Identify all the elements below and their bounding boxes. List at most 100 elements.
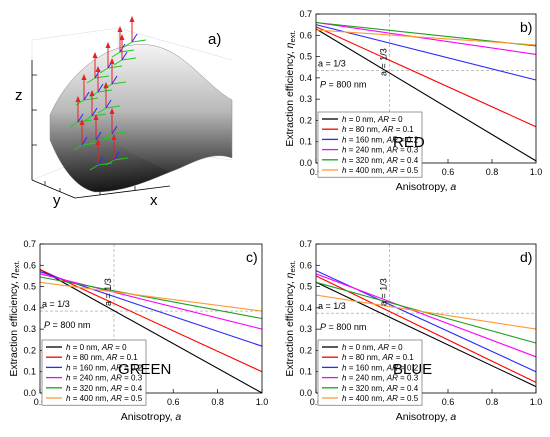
x-axis-title: Anisotropy, a [396,411,457,423]
panel-label-a: a) [208,31,221,48]
vector-arrow [103,108,127,140]
y-tick-label: 0.7 [299,239,312,249]
x-tick-label: 1.0 [530,167,543,177]
vector-x-component [105,105,121,109]
series-line-1 [315,26,537,128]
vector-field [69,16,147,171]
arrowhead-icon [89,90,95,96]
y-tick-label: 0.1 [299,367,312,377]
x-tick-label: 0.6 [442,167,455,177]
vector-x-component [99,67,109,74]
y-tick-label: 0.2 [23,345,36,355]
y-tick-label: 0.3 [23,324,36,334]
series-line-5 [39,281,263,312]
wavelength-label: P = 800 nm [44,320,90,330]
series-line-0 [39,269,263,394]
vector-x-component [94,75,110,79]
x-tick-label: 0.8 [486,397,499,407]
vector-x-component [73,144,83,151]
plot-frame [39,243,263,394]
vector-y-component [111,125,118,135]
vector-y-component [81,136,88,146]
wavelength-label: P = 800 nm [320,322,366,332]
vector-y-component [121,51,128,61]
y-tick-label: 0.4 [23,303,36,313]
panel-label: b) [520,19,532,35]
x-axis-title: Anisotropy, a [121,411,182,423]
panel-label: d) [520,249,532,265]
y-tick-label: 0.0 [299,158,312,168]
z-axis-label: z [15,87,23,104]
arrowhead-icon [105,42,111,48]
legend-entry-0: h = 0 nm, AR = 0 [342,115,403,124]
arrowhead-icon [117,26,123,32]
legend-entry-3: h = 240 nm, AR = 0.3 [66,374,143,383]
legend-entry-2: h = 160 nm, AR = 0.2 [342,135,419,144]
x-tick-label: 0.8 [486,167,499,177]
vector-y-component [77,113,84,123]
y-tick-label: 0.2 [299,345,312,355]
y-tick-label: 0.1 [23,367,36,377]
arrowhead-icon [95,139,101,145]
color-label: BLUE [393,361,432,378]
vector-y-component [105,99,112,109]
arrowhead-icon [81,74,87,80]
legend-entry-3: h = 240 nm, AR = 0.3 [342,374,419,383]
series-line-3 [315,21,537,55]
reference-label-horizontal: a = 1/3 [42,299,70,309]
series-line-0 [315,281,537,388]
x-axis-label: x [150,192,158,209]
vector-y-component [113,151,120,161]
vector-x-component [103,133,113,140]
y-tick-label: 0.2 [299,115,312,125]
arrowhead-icon [103,82,109,88]
x-tick-label: 1.0 [530,397,543,407]
vector-x-component [89,164,99,171]
vector-x-component [123,41,133,48]
reference-label-vertical: a = 1/3 [378,48,388,76]
x-tick-label: 0.0 [310,397,323,407]
series-line-1 [39,269,263,373]
vector-x-component [107,65,123,69]
arrowhead-icon [109,108,115,114]
series-line-5 [315,294,537,330]
vector-x-component [75,99,85,106]
x-tick-label: 1.0 [256,397,269,407]
y-tick-label: 0.4 [299,303,312,313]
plot-frame [315,243,537,394]
vector-x-component [91,113,107,117]
surface-axes [31,60,171,199]
arrowhead-icon [119,34,125,40]
panel-d: 0.00.20.40.60.81.00.10.20.30.40.50.60.70… [284,239,542,423]
vector-arrow [123,16,147,48]
vector-y-component [95,131,102,141]
y-axis-title: Extraction efficiency, ηext. [284,30,297,146]
arrowhead-icon [109,58,115,64]
x-axis-title: Anisotropy, a [396,181,457,193]
legend-entry-1: h = 80 nm, AR = 0.1 [66,353,138,362]
y-axis-title: Extraction efficiency, ηext. [8,260,21,376]
y-tick-label: 0.6 [23,260,36,270]
series-line-3 [315,273,537,358]
panel-c: 0.00.20.40.60.81.00.10.20.30.40.50.60.70… [8,239,268,423]
vector-x-component [113,157,129,161]
legend-entry-1: h = 80 nm, AR = 0.1 [342,125,414,134]
vector-arrow [103,58,127,90]
y-tick-label: 0.6 [299,30,312,40]
y-tick-label: 0.1 [299,137,312,147]
reference-label-horizontal: a = 1/3 [318,301,346,311]
legend-box [317,339,423,406]
legend-entry-5: h = 400 nm, AR = 0.5 [342,394,419,403]
reference-label-vertical: a = 1/3 [378,278,388,306]
legend-entry-5: h = 400 nm, AR = 0.5 [66,394,143,403]
y-axis-title: Extraction efficiency, ηext. [284,260,297,376]
surface-shadow [50,115,170,192]
y-tick-label: 0.5 [23,282,36,292]
vector-arrow [69,96,93,128]
vector-y-component [97,83,104,93]
vector-x-component [111,51,121,58]
y-tick-label: 0.4 [299,73,312,83]
legend-entry-2: h = 160 nm, AR = 0.2 [66,363,143,372]
legend-entry-4: h = 320 nm, AR = 0.4 [342,384,419,393]
panel-a: z y x a) [15,16,233,209]
